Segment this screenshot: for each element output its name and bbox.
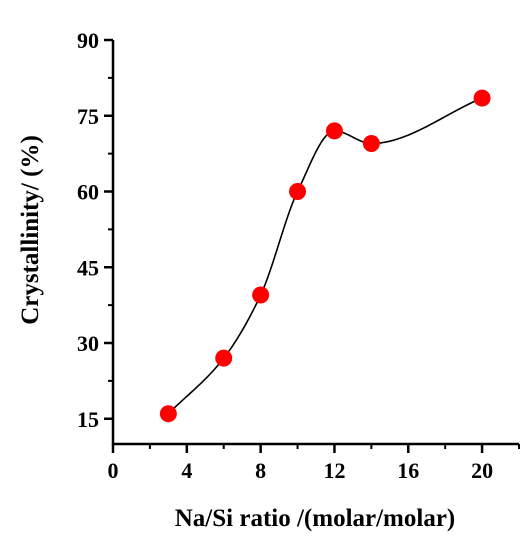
y-tick-label: 60	[77, 180, 99, 205]
axes: 0 4 8 12 16 20 15 30 45 60 75 90	[77, 28, 520, 483]
data-point	[159, 405, 177, 423]
x-tick-label: 16	[397, 458, 419, 483]
data-point	[362, 135, 380, 153]
y-axis-title: Crystallinity/ (%)	[17, 135, 44, 325]
y-tick-label: 45	[77, 255, 99, 280]
x-tick-label: 12	[323, 458, 345, 483]
data-points	[159, 89, 491, 423]
data-point	[325, 122, 343, 140]
x-tick-label: 0	[108, 458, 119, 483]
data-point	[473, 89, 491, 107]
x-tick-label: 8	[255, 458, 266, 483]
x-tick-label: 20	[471, 458, 493, 483]
data-point	[252, 286, 270, 304]
y-tick-label: 75	[77, 104, 99, 129]
data-point	[289, 183, 307, 200]
data-point	[215, 349, 233, 367]
x-axis-title: Na/Si ratio /(molar/molar)	[175, 505, 456, 532]
fit-curve-layer	[167, 97, 483, 415]
y-tick-label: 15	[77, 407, 99, 432]
y-tick-label: 30	[77, 331, 99, 356]
y-tick-label: 90	[77, 28, 99, 53]
x-tick-label: 4	[181, 458, 192, 483]
fit-curve	[167, 97, 483, 415]
